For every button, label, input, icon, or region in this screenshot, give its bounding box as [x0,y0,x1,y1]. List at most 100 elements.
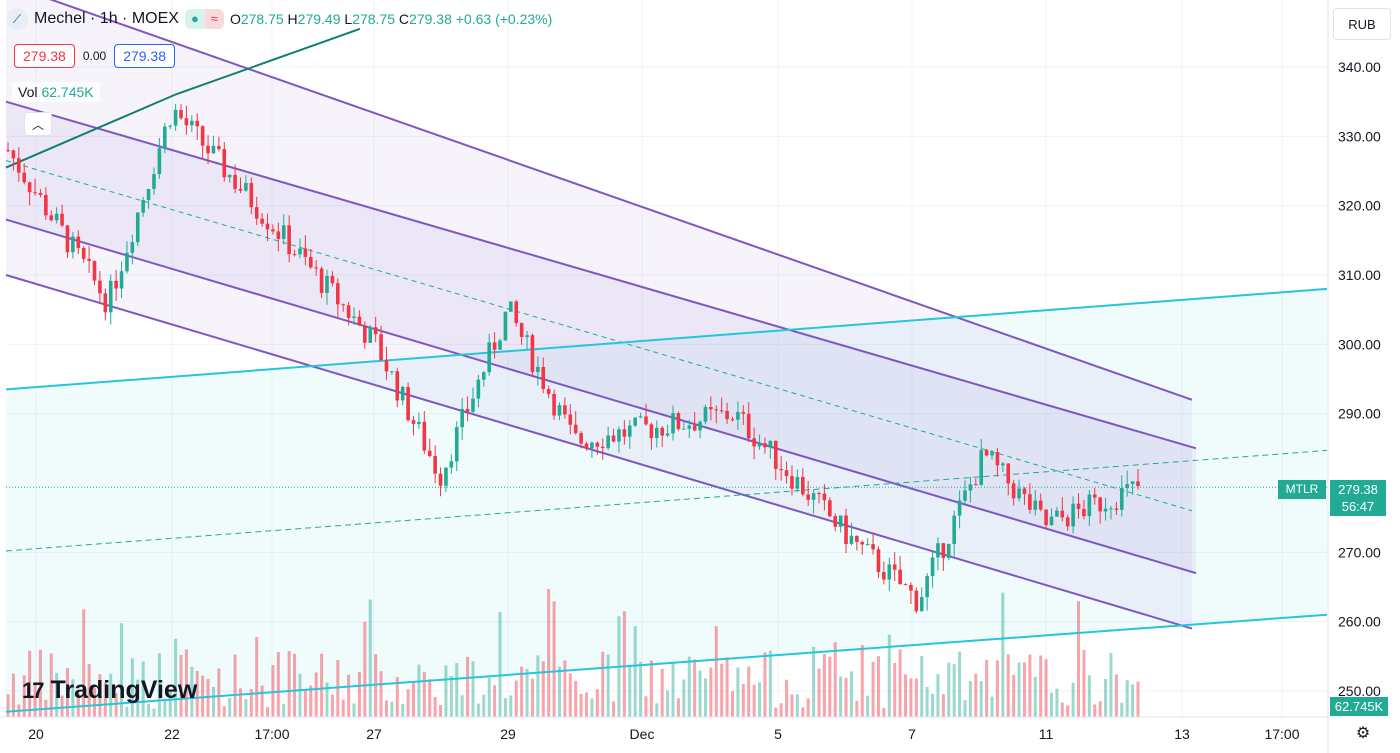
candle-body [1119,488,1124,510]
volume-bar [941,694,945,717]
market-status-pill[interactable]: ● ≈ [184,9,224,29]
volume-bar [49,653,53,717]
x-tick-label: 7 [908,726,916,742]
candle-body [125,252,129,272]
candle-body [546,389,551,394]
x-tick-label: 5 [774,726,782,742]
candle-body [768,440,773,448]
candle-body [162,126,167,149]
drawing-lines [5,0,1328,713]
spread-value: 0.00 [82,49,107,63]
candle-body [925,576,929,598]
volume-bar [60,695,64,717]
volume-bar [768,650,772,717]
y-tick-label: 310.00 [1338,267,1381,283]
volume-bar [1104,679,1108,717]
volume-bar [822,654,826,717]
volume-bar [412,681,416,717]
gear-icon[interactable]: ⚙ [1355,725,1371,742]
volume-bar [952,664,956,717]
candle-body [822,493,827,501]
chevron-up-icon[interactable]: ︿ [24,112,52,136]
x-tick-label: 11 [1039,726,1054,742]
y-tick-label: 270.00 [1338,544,1381,560]
currency-button[interactable]: RUB [1333,8,1391,40]
candle-body [865,544,870,546]
volume-bar [6,694,10,717]
volume-bar [498,611,502,717]
volume-bar [639,661,643,717]
volume-bar [979,681,983,717]
symbol-title[interactable]: Mechel · 1h · MOEX [34,10,179,27]
volume-bar [1136,681,1140,717]
candle-body [817,493,821,495]
volume-bar [298,673,302,717]
candle-body [363,325,367,343]
volume-bar [649,660,653,717]
candle-body [844,515,848,544]
candle-body [465,408,470,412]
candle-body [119,271,124,289]
x-tick-label: 20 [28,726,44,742]
volume-bar [590,698,594,717]
volume-bar [38,649,42,717]
candle-body [882,572,886,580]
candle-body [460,408,464,428]
volume-legend[interactable]: Vol 62.745K [12,82,100,102]
y-tick-label: 330.00 [1338,128,1381,144]
volume-bar [303,688,307,717]
bar-countdown: 56:47 [1341,499,1375,514]
candle-body [1001,463,1005,466]
symbol-price-tag: MTLR [1278,480,1326,499]
candle-body [492,342,497,350]
candle-body [11,150,16,159]
volume-bar [244,699,248,717]
candle-body [573,424,578,434]
mechel-logo-icon: ⟋ [6,8,28,30]
candle-body [406,386,410,421]
candle-body [968,484,973,491]
candle-body [973,484,978,486]
tradingview-logo[interactable]: 17 TradingView [22,676,197,705]
candle-body [909,585,913,591]
candles [6,103,1140,614]
volume-bar [849,671,853,717]
volume-bar [736,667,740,717]
volume-bar [98,674,102,717]
volume-bar [714,626,718,717]
sell-button[interactable]: 279.38 [14,44,75,68]
candle-body [811,493,816,500]
volume-bar [120,623,124,717]
tradingview-wordmark: TradingView [50,676,198,704]
volume-bar [1006,654,1010,717]
volume-bar [633,626,637,717]
candle-body [173,109,178,126]
trade-buttons: 279.38 0.00 279.38 [14,44,176,68]
volume-bar [1044,659,1048,717]
volume-bar [336,660,340,717]
volume-bar [184,649,188,717]
volume-bar [314,672,318,717]
candle-body [779,469,783,471]
candle-body [990,452,994,456]
volume-bar [574,680,578,717]
candle-body [741,412,746,414]
candle-body [595,442,600,447]
candle-body [373,327,378,335]
candle-body [444,467,448,486]
wave-icon: ≈ [204,9,224,29]
candle-body [281,225,286,239]
candle-body [433,456,437,474]
volume-bar [1039,655,1043,717]
buy-button[interactable]: 279.38 [114,44,176,68]
volume-bar [152,708,156,717]
volume-bar [33,683,37,717]
candle-body [238,188,243,191]
y-tick-label: 340.00 [1338,59,1381,75]
y-tick-label: 250.00 [1338,683,1381,699]
candle-body [957,500,962,516]
symbol-header: ⟋ Mechel · 1h · MOEX ● ≈ O278.75 H279.49… [6,8,552,30]
channel-inner-fill [6,101,1196,574]
